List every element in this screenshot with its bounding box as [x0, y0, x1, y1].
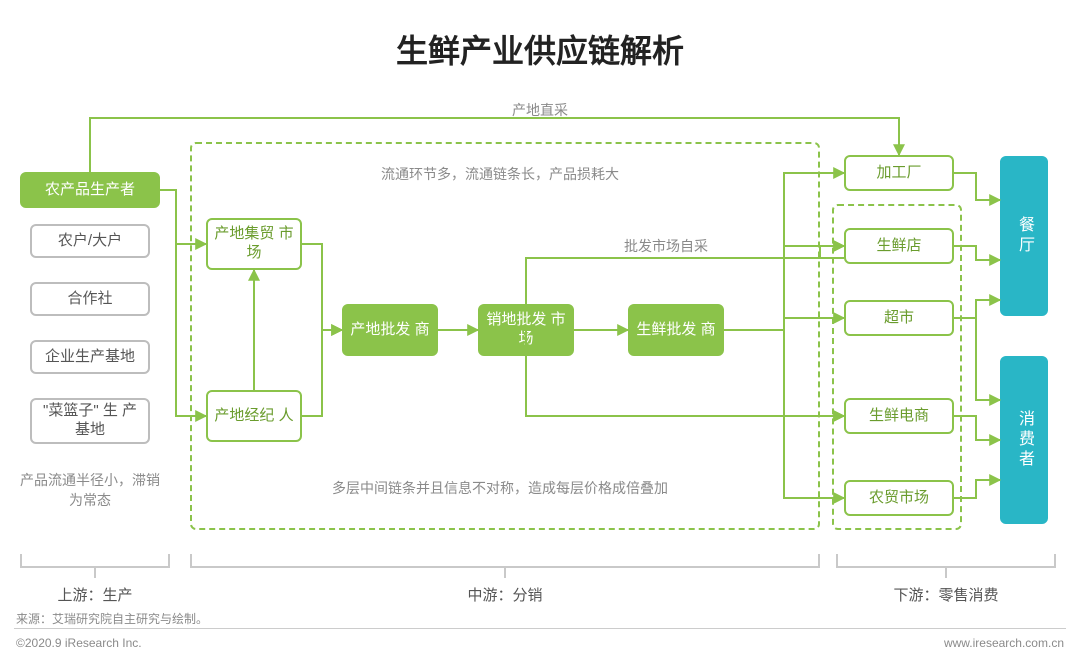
node-dest_market: 销地批发 市场	[478, 304, 574, 356]
edge-factory-rest	[954, 173, 1000, 200]
section-label-2: 下游：零售消费	[836, 584, 1056, 605]
note-self-pick: 批发市场自采	[466, 236, 866, 256]
section-bracket-0	[20, 554, 170, 568]
node-farmers_mkt: 农贸市场	[844, 480, 954, 516]
section-label-1: 中游：分销	[190, 584, 820, 605]
node-fresh_ec: 生鲜电商	[844, 398, 954, 434]
node-supermarket: 超市	[844, 300, 954, 336]
note-long-chain: 流通环节多，流通链条长，产品损耗大	[300, 164, 700, 184]
section-bracket-2	[836, 554, 1056, 568]
node-origin_ws: 产地批发 商	[342, 304, 438, 356]
node-enterprise: 企业生产基地	[30, 340, 150, 374]
node-restaurant: 餐厅	[1000, 156, 1048, 316]
node-basket: "菜篮子" 生 产基地	[30, 398, 150, 444]
node-coop: 合作社	[30, 282, 150, 316]
node-fresh_ws: 生鲜批发 商	[628, 304, 724, 356]
note-direct-procurement: 产地直采	[340, 100, 740, 120]
node-factory: 加工厂	[844, 155, 954, 191]
footer-source: 来源：艾瑞研究院自主研究与绘制。	[16, 610, 208, 627]
node-origin_market: 产地集贸 市场	[206, 218, 302, 270]
diagram-title: 生鲜产业供应链解析	[0, 26, 1080, 72]
footer-copyright: ©2020.9 iResearch Inc.	[16, 636, 142, 650]
note-price-layers: 多层中间链条并且信息不对称，造成每层价格成倍叠加	[300, 478, 700, 498]
node-origin_broker: 产地经纪 人	[206, 390, 302, 442]
footer-divider	[14, 628, 1066, 629]
node-consumer: 消费者	[1000, 356, 1048, 524]
section-label-0: 上游：生产	[20, 584, 170, 605]
note-stagnant-sales: 产品流通半径小，滞销 为常态	[0, 470, 290, 510]
section-bracket-1	[190, 554, 820, 568]
node-producer: 农产品生产者	[20, 172, 160, 208]
node-farmer: 农户/大户	[30, 224, 150, 258]
footer-url: www.iresearch.com.cn	[944, 636, 1064, 650]
